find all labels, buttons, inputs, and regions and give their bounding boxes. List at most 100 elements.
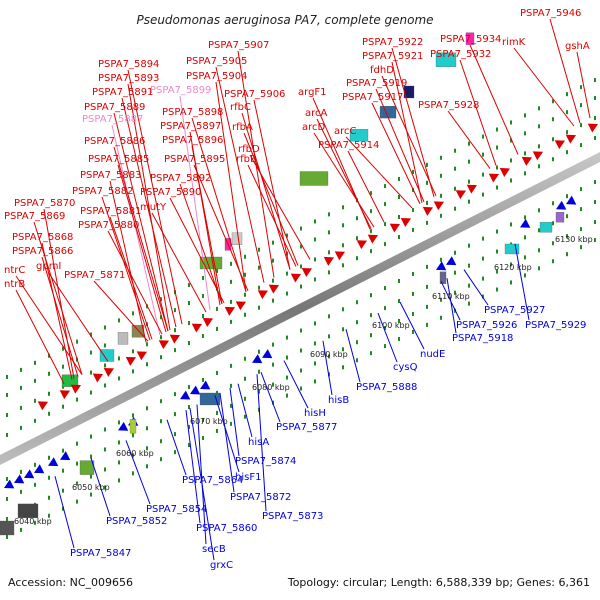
- kbp-label: 6100 kbp: [372, 321, 410, 330]
- forward-gene-arrow: [466, 184, 478, 194]
- leader-line: [513, 47, 575, 127]
- grid-tick: [6, 392, 8, 397]
- grid-tick: [174, 450, 176, 455]
- grid-tick: [132, 369, 134, 374]
- grid-tick: [510, 280, 512, 285]
- leader-line: [260, 372, 281, 423]
- gene-label-forward: ntrC: [4, 265, 25, 276]
- gene-label-forward: PSPA7_5897: [160, 121, 221, 132]
- leader-line: [121, 97, 177, 328]
- grid-tick: [384, 326, 386, 331]
- leader-line: [256, 374, 267, 512]
- gene-label-forward: PSPA7_5870: [14, 198, 75, 209]
- grid-tick: [468, 301, 470, 306]
- grid-tick: [356, 256, 358, 261]
- gene-feature: [555, 212, 565, 223]
- grid-tick: [496, 165, 498, 170]
- grid-tick: [426, 322, 428, 327]
- grid-tick: [328, 334, 330, 339]
- grid-tick: [566, 214, 568, 219]
- grid-tick: [6, 496, 8, 501]
- grid-tick: [104, 325, 106, 330]
- grid-tick: [230, 319, 232, 324]
- grid-tick: [132, 349, 134, 354]
- gene-label-forward: PSPA7_5868: [12, 232, 73, 243]
- grid-tick: [482, 276, 484, 281]
- forward-gene-arrow: [367, 234, 379, 244]
- grid-tick: [62, 468, 64, 473]
- grid-tick: [90, 350, 92, 355]
- grid-tick: [48, 411, 50, 416]
- grid-tick: [370, 249, 372, 254]
- grid-tick: [314, 257, 316, 262]
- forward-gene-arrow: [290, 273, 302, 283]
- grid-tick: [496, 287, 498, 292]
- grid-tick: [216, 370, 218, 375]
- grid-tick: [90, 434, 92, 439]
- grid-tick: [146, 362, 148, 367]
- grid-tick: [314, 219, 316, 224]
- grid-tick: [286, 335, 288, 340]
- kbp-label: 6040 kbp: [14, 517, 52, 526]
- grid-tick: [342, 365, 344, 370]
- grid-tick: [370, 229, 372, 234]
- grid-tick: [370, 191, 372, 196]
- gene-label-forward: PSPA7_5871: [64, 270, 125, 281]
- grid-tick: [510, 158, 512, 163]
- leader-line: [345, 329, 361, 383]
- grid-tick: [468, 179, 470, 184]
- grid-tick: [244, 376, 246, 381]
- grid-tick: [300, 264, 302, 269]
- grid-tick: [6, 516, 8, 521]
- leader-line: [215, 81, 247, 292]
- grid-tick: [6, 374, 8, 379]
- reverse-gene-arrow: [24, 469, 35, 479]
- gene-feature: [435, 52, 457, 67]
- grid-tick: [244, 396, 246, 401]
- grid-tick: [496, 127, 498, 132]
- grid-tick: [468, 263, 470, 268]
- forward-gene-arrow: [587, 123, 599, 133]
- grid-tick: [426, 162, 428, 167]
- grid-tick: [524, 255, 526, 260]
- grid-tick: [188, 385, 190, 390]
- grid-tick: [328, 354, 330, 359]
- gene-label-forward: arcC: [334, 126, 357, 137]
- leader-line: [41, 256, 79, 377]
- leader-line: [215, 66, 265, 283]
- grid-tick: [300, 368, 302, 373]
- grid-tick: [20, 385, 22, 390]
- grid-tick: [384, 202, 386, 207]
- grid-tick: [20, 367, 22, 372]
- grid-tick: [524, 113, 526, 118]
- grid-tick: [160, 457, 162, 462]
- grid-tick: [552, 221, 554, 226]
- forward-gene-arrow: [389, 223, 401, 233]
- grid-tick: [524, 131, 526, 136]
- gene-label-forward: fdhD: [370, 65, 394, 76]
- forward-gene-arrow: [301, 268, 313, 277]
- grid-tick: [370, 293, 372, 298]
- grid-tick: [440, 297, 442, 302]
- grid-tick: [356, 236, 358, 241]
- grid-tick: [552, 201, 554, 206]
- grid-tick: [230, 403, 232, 408]
- gene-label-reverse: PSPA7_5847: [70, 548, 131, 559]
- grid-tick: [566, 194, 568, 199]
- gene-label-forward: PSPA7_5887: [82, 114, 143, 125]
- gene-label-forward: PSPA7_5932: [430, 49, 491, 60]
- grid-tick: [62, 488, 64, 493]
- leader-line: [391, 47, 435, 197]
- grid-tick: [398, 215, 400, 220]
- leader-line: [313, 132, 375, 228]
- grid-tick: [90, 474, 92, 479]
- grid-tick: [48, 475, 50, 480]
- grid-tick: [188, 301, 190, 306]
- gene-label-forward: PSPA7_5890: [140, 187, 201, 198]
- forward-gene-arrow: [224, 306, 236, 316]
- forward-gene-arrow: [136, 351, 148, 361]
- grid-tick: [412, 169, 414, 174]
- grid-tick: [244, 356, 246, 361]
- gene-label-forward: PSPA7_5881: [80, 206, 141, 217]
- grid-tick: [552, 241, 554, 246]
